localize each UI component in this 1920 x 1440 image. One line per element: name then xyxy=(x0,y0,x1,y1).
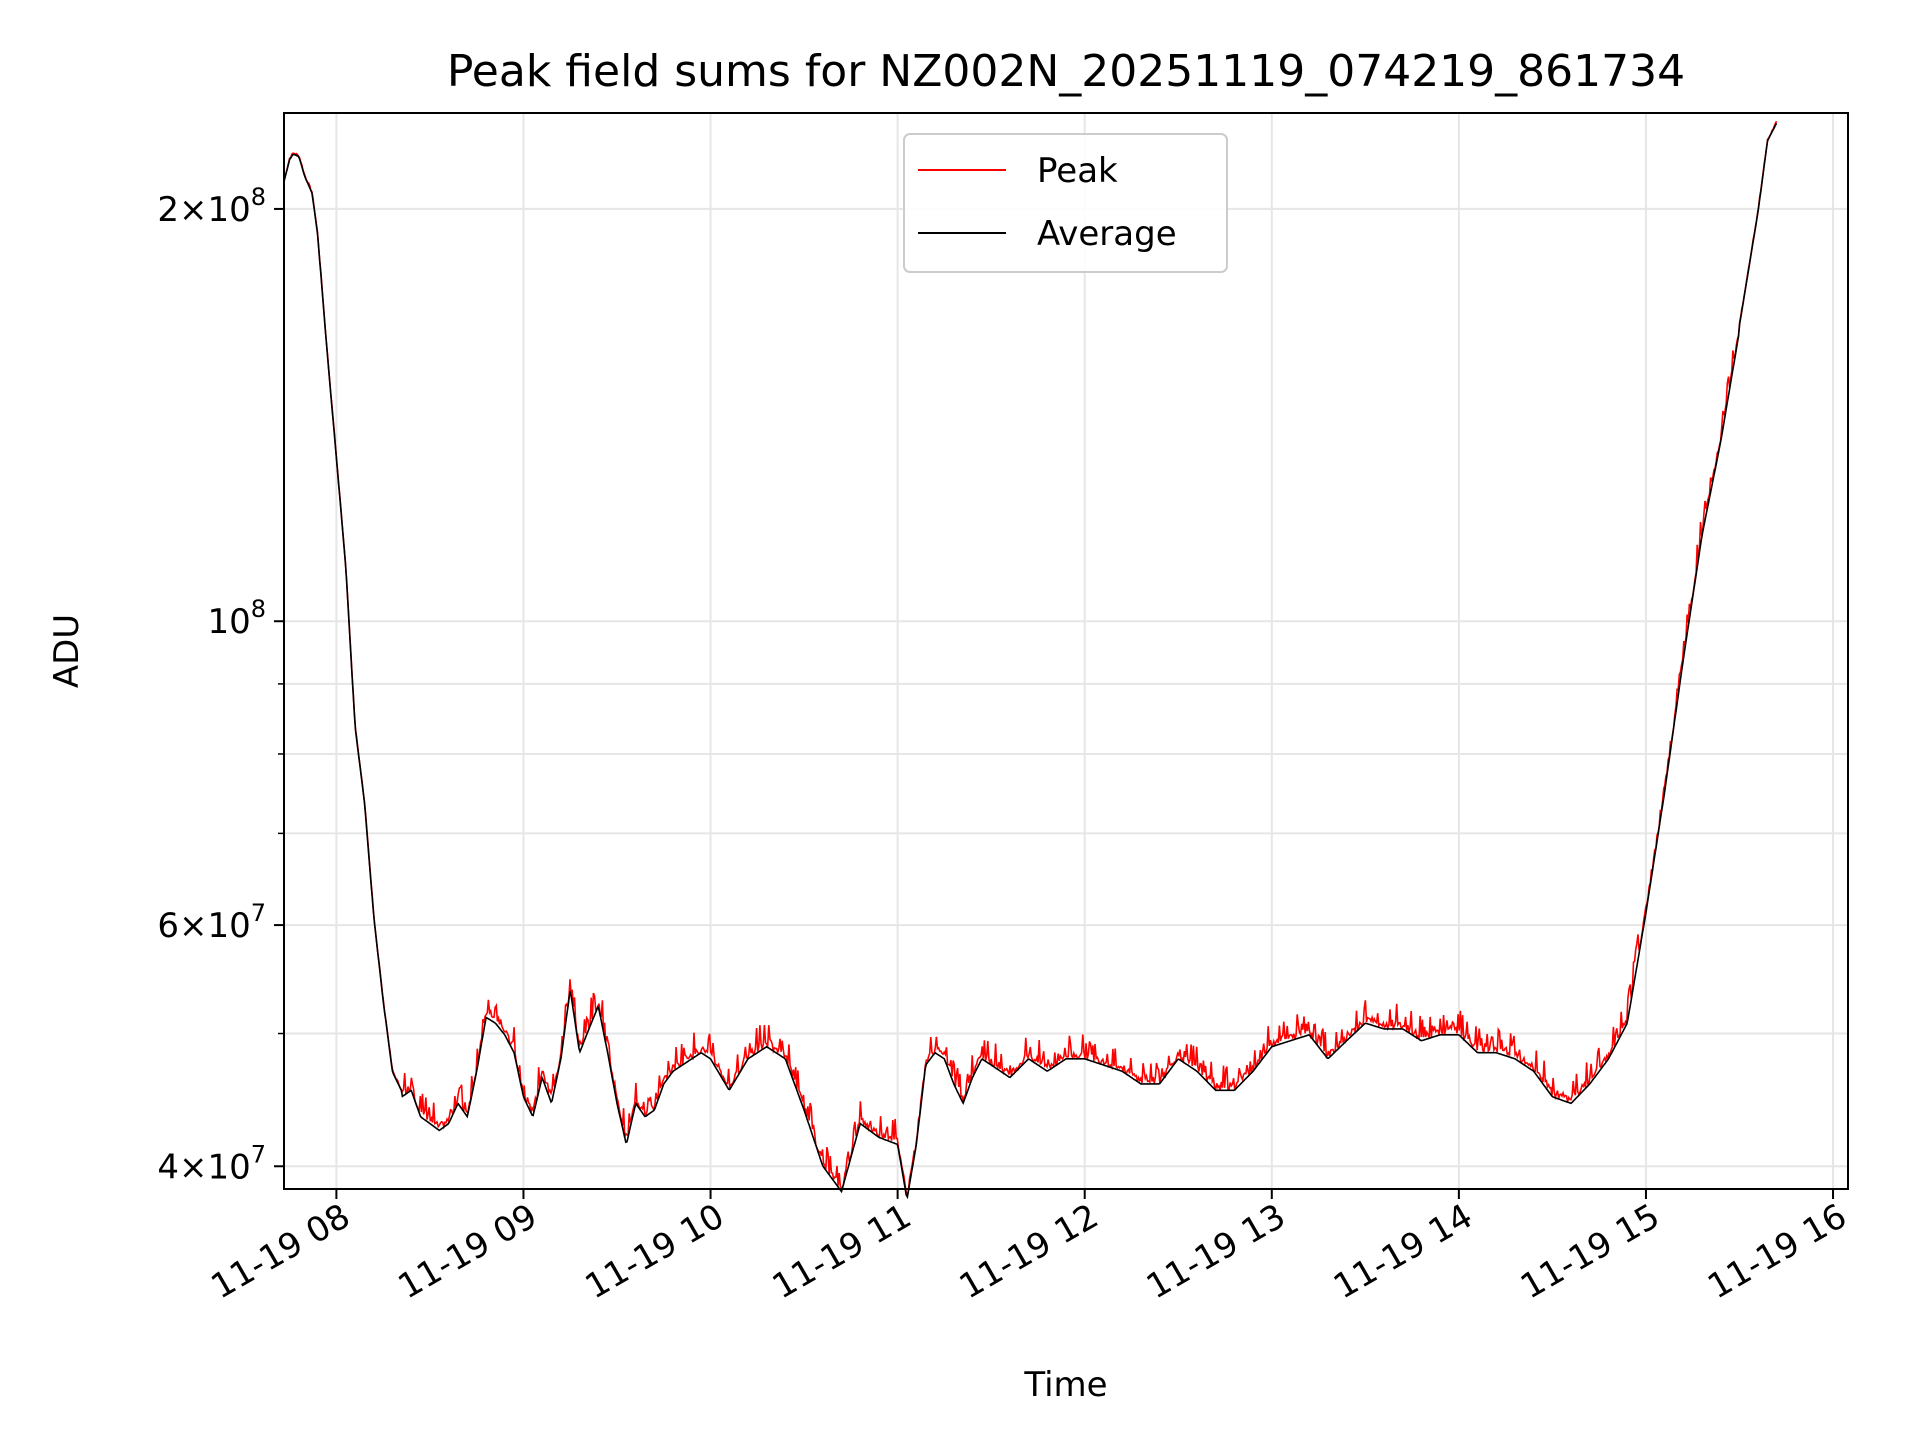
y-tick-label: 6×107 xyxy=(157,899,266,946)
y-axis-ticks: 4×107 6×107 108 2×108 xyxy=(157,183,284,1187)
chart-title: Peak field sums for NZ002N_20251119_0742… xyxy=(447,46,1685,97)
y-tick-label: 108 xyxy=(207,595,266,642)
legend-label-average: Average xyxy=(1037,214,1177,254)
series-line-peak xyxy=(283,120,1778,1199)
series-line-average xyxy=(283,122,1778,1200)
series-lines xyxy=(283,120,1778,1200)
y-tick-label: 2×108 xyxy=(157,183,266,230)
legend-label-peak: Peak xyxy=(1037,151,1118,191)
grid-lines xyxy=(284,113,1848,1189)
y-axis-label: ADU xyxy=(47,614,87,688)
x-axis-label: Time xyxy=(1023,1365,1107,1405)
plot-frame xyxy=(283,112,1849,1190)
legend-box xyxy=(903,133,1228,273)
y-tick-label: 4×107 xyxy=(157,1140,266,1187)
legend: Peak Average xyxy=(903,133,1228,273)
